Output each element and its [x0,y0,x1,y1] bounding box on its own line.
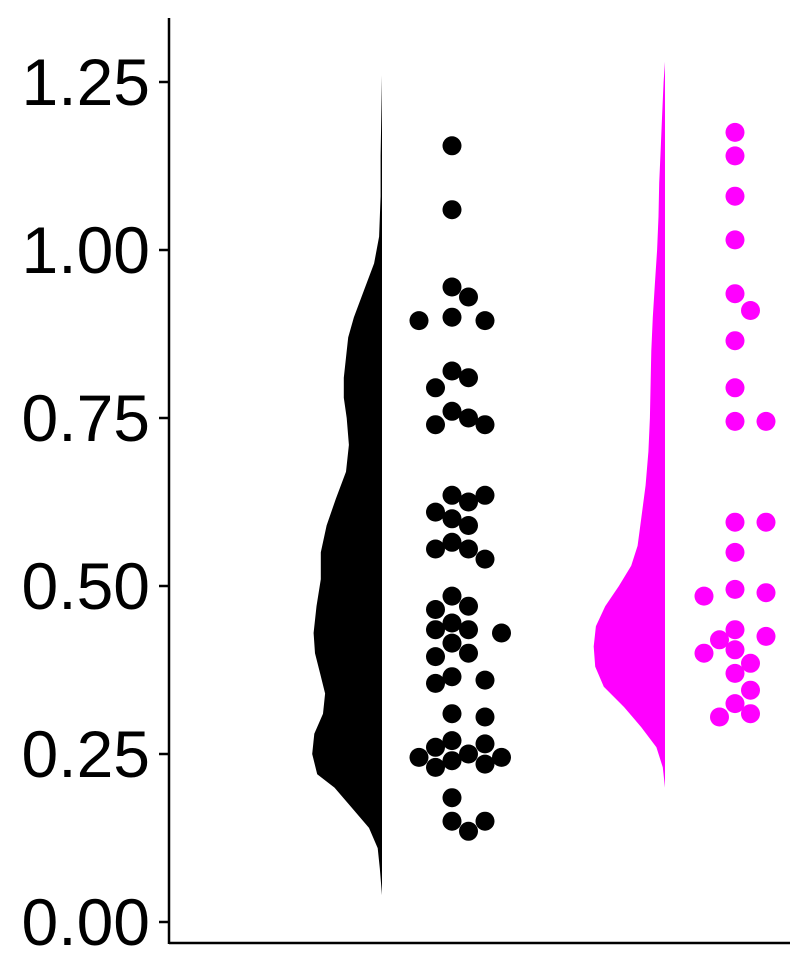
data-point [442,731,462,751]
data-point [442,307,462,327]
data-point [725,542,745,562]
data-point [442,200,462,220]
data-point [442,361,462,381]
data-point [426,600,445,619]
data-point [492,623,511,643]
data-point [756,512,776,532]
data-point [741,653,760,673]
data-point [459,539,478,559]
y-axis: 0.00 0.25 0.50 0.75 1.00 1.25 [22,18,171,959]
data-point [725,579,745,599]
data-point [725,411,745,431]
data-point [694,643,714,663]
data-point [442,277,462,297]
data-point [741,704,760,724]
data-point [475,754,495,774]
data-point [459,596,478,616]
y-tick-label: 1.00 [22,213,150,287]
data-point [442,788,462,808]
data-point [442,704,462,724]
data-point [492,747,511,767]
data-point [459,408,478,428]
data-point [426,647,445,667]
data-point [442,633,462,653]
data-point [475,707,495,727]
data-point [442,136,462,156]
data-point [459,744,478,764]
data-point [694,586,714,606]
data-point [409,747,429,767]
y-tick-label: 1.25 [22,45,150,119]
data-point [426,378,445,398]
data-point [426,673,445,693]
data-point [442,532,462,552]
data-point [426,737,445,757]
density-cloud-2 [593,61,665,788]
data-point [409,311,429,331]
data-point [741,680,760,700]
y-tick-label: 0.50 [22,549,150,623]
data-point [725,378,745,398]
data-point [725,331,745,351]
data-point [442,485,462,505]
data-point [725,694,745,714]
data-point [426,502,445,522]
data-point [426,415,445,435]
data-point [725,512,745,532]
data-point [442,586,462,606]
data-point [442,401,462,421]
data-point [442,509,462,529]
data-point [475,485,495,505]
density-cloud-1 [312,75,382,896]
data-point [426,757,445,777]
data-point [725,640,745,660]
data-point [756,626,776,646]
data-point [442,613,462,633]
data-point [426,620,445,640]
data-points [409,122,776,841]
data-point [459,516,478,535]
data-point [725,230,745,250]
data-point [442,751,462,771]
data-point [725,186,745,206]
data-point [459,643,478,663]
data-point [442,811,462,831]
y-tick-label: 0.00 [22,885,150,959]
data-point [459,287,478,307]
data-point [725,284,745,304]
y-tick-label: 0.25 [22,717,150,791]
y-tick-label: 0.75 [22,381,150,455]
data-point [459,620,478,640]
data-point [459,368,478,388]
data-point [725,620,745,640]
data-point [756,583,776,603]
data-point [756,411,776,431]
data-point [710,630,729,650]
data-point [475,670,495,690]
data-point [442,667,462,687]
data-point [459,492,478,512]
data-point [426,539,445,559]
data-point [725,663,745,683]
data-point [725,122,745,142]
data-point [725,146,745,166]
density-clouds [312,61,665,896]
data-point [710,707,729,727]
data-point [475,734,495,754]
data-point [459,821,478,841]
data-point [741,301,760,320]
data-point [475,311,495,331]
data-point [475,549,495,569]
data-point [475,415,495,435]
data-point [475,811,495,831]
